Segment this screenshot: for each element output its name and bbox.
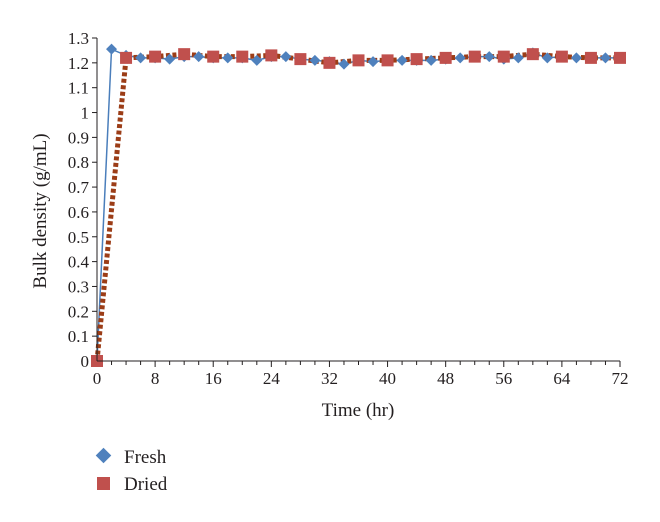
legend-marker-dried	[97, 477, 110, 490]
legend-entry-fresh: Fresh	[95, 447, 167, 468]
data-point-dried	[178, 48, 191, 61]
x-tick-label: 16	[205, 369, 222, 388]
x-axis-ticks: 0 8 16 24 32 40 48 56 64 72	[93, 361, 629, 388]
y-tick-label: 0.6	[68, 203, 89, 222]
y-tick-label: 0.8	[68, 153, 89, 172]
data-point-dried	[381, 54, 394, 67]
data-point-dried	[294, 53, 307, 66]
y-tick-label: 0.1	[68, 327, 89, 346]
data-point-dried	[468, 50, 481, 63]
legend: Fresh Dried	[95, 447, 168, 495]
data-point-dried	[555, 50, 568, 63]
legend-label-dried: Dried	[124, 474, 168, 495]
legend-entry-dried: Dried	[97, 474, 168, 495]
data-point-fresh	[222, 52, 234, 64]
data-point-dried	[207, 50, 220, 63]
data-point-dried	[323, 56, 336, 69]
y-tick-label: 1.1	[68, 79, 89, 98]
data-point-fresh	[106, 43, 118, 55]
data-point-fresh	[193, 51, 205, 63]
y-tick-label: 0.2	[68, 302, 89, 321]
x-tick-label: 0	[93, 369, 102, 388]
data-point-fresh	[309, 54, 321, 66]
data-point-dried	[265, 49, 278, 62]
data-point-dried	[614, 51, 626, 64]
x-tick-label: 32	[321, 369, 338, 388]
y-tick-label: 1.3	[68, 29, 89, 48]
y-tick-label: 0.7	[68, 178, 90, 197]
y-axis-ticks: 0 0.1 0.2 0.3 0.4 0.5 0.6 0.7 0.8 0.9 1 1.1 1.2 1.3	[68, 29, 97, 371]
y-axis-title: Bulk density (g/mL)	[30, 133, 51, 288]
data-point-fresh	[570, 52, 582, 64]
data-point-fresh	[541, 52, 553, 64]
data-point-dried	[236, 50, 249, 63]
data-point-fresh	[338, 58, 350, 70]
data-point-dried	[526, 48, 539, 61]
data-point-dried	[497, 50, 510, 63]
x-tick-label: 40	[379, 369, 396, 388]
data-point-dried	[584, 51, 597, 64]
legend-label-fresh: Fresh	[124, 447, 167, 468]
data-point-dried	[149, 50, 162, 63]
x-tick-label: 8	[151, 369, 160, 388]
y-tick-label: 0.9	[68, 128, 89, 147]
data-point-dried	[410, 53, 423, 66]
series-line-fresh	[96, 48, 620, 362]
y-tick-label: 0.3	[68, 277, 89, 296]
data-point-dried	[439, 51, 452, 64]
y-tick-label: 1	[81, 104, 90, 123]
data-point-dried	[352, 54, 365, 67]
data-point-fresh	[512, 52, 524, 64]
y-tick-label: 0.4	[68, 253, 90, 272]
data-point-fresh	[164, 53, 176, 65]
legend-marker-fresh	[95, 447, 112, 464]
series-layer	[91, 43, 626, 367]
data-point-fresh	[454, 52, 466, 64]
x-axis-title: Time (hr)	[322, 400, 395, 421]
data-point-fresh	[425, 54, 437, 66]
y-tick-label: 0	[81, 352, 90, 371]
series-line-dried	[94, 51, 620, 362]
x-tick-label: 64	[553, 369, 571, 388]
y-tick-label: 0.5	[68, 228, 89, 247]
data-point-dried	[120, 51, 133, 64]
data-point-fresh	[251, 54, 263, 66]
data-point-fresh	[280, 51, 292, 63]
x-tick-label: 48	[437, 369, 454, 388]
x-tick-label: 24	[263, 369, 281, 388]
data-point-fresh	[483, 51, 495, 63]
data-point-fresh	[396, 54, 408, 66]
y-tick-label: 1.2	[68, 54, 89, 73]
x-tick-label: 56	[495, 369, 512, 388]
x-tick-label: 72	[612, 369, 629, 388]
data-point-fresh	[135, 52, 147, 64]
data-point-fresh	[599, 52, 611, 64]
data-point-fresh	[367, 56, 379, 68]
